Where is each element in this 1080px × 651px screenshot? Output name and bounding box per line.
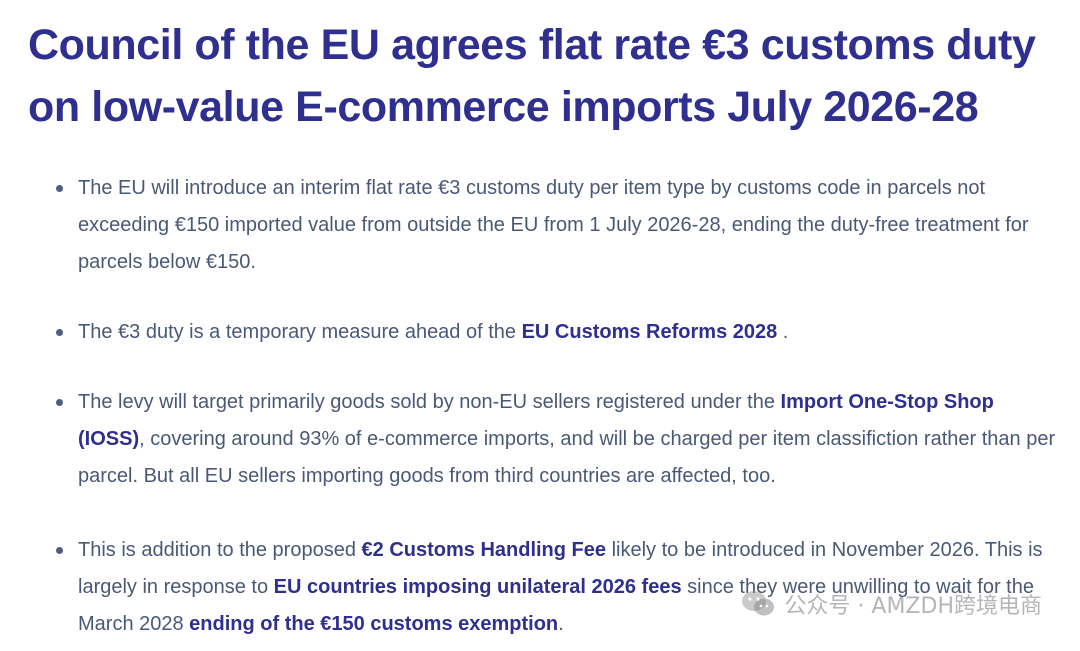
title-line-2: on low-value E-commerce imports July 202… [28,83,979,131]
eu-customs-reforms-link[interactable]: EU Customs Reforms 2028 [521,321,778,343]
list-item: This is addition to the proposed €2 Cust… [56,532,1056,643]
bullet-text: The €3 duty is a temporary measure ahead… [78,314,1056,351]
bullet-text-span: , covering around 93% of e-commerce impo… [78,428,1056,487]
bullet-text: The levy will target primarily goods sol… [78,384,1056,495]
ioss-link[interactable]: Import One-Stop Shop (IOSS) [78,391,994,450]
article-title: Council of the EU agrees flat rate €3 cu… [28,14,1068,138]
wechat-logo-icon [742,591,775,616]
bullet-text-span: The levy will target primarily goods sol… [78,391,781,413]
bullet-dot [56,547,63,554]
list-item: The EU will introduce an interim flat ra… [56,170,1056,281]
watermark-text: 公众号 · AMZDH跨境电商 [784,594,1042,619]
customs-exemption-link[interactable]: ending of the €150 customs exemption [189,613,559,635]
eu-countries-fees-link[interactable]: EU countries imposing unilateral 2026 fe… [273,576,682,598]
bullet-text-span: The EU will introduce an interim flat ra… [78,177,1029,273]
title-line-1: Council of the EU agrees flat rate €3 cu… [28,21,1036,69]
bullet-text-span: since they were unwilling to wait for th… [78,576,1034,635]
bullet-dot [56,185,63,192]
watermark: 公众号 · AMZDH跨境电商 [740,588,1042,620]
bullet-text-span: likely to be introduced in November 2026… [78,539,1043,598]
bullet-text-span: . [777,321,789,343]
bullet-text-span: . [558,613,564,635]
bullet-dot [56,399,63,406]
list-item: The €3 duty is a temporary measure ahead… [56,314,1056,351]
bullet-text: This is addition to the proposed €2 Cust… [78,532,1056,643]
bullet-text: The EU will introduce an interim flat ra… [78,170,1056,281]
customs-handling-fee-link[interactable]: €2 Customs Handling Fee [361,539,607,561]
bullet-dot [56,329,63,336]
bullet-text-span: The €3 duty is a temporary measure ahead… [78,321,522,343]
bullet-text-span: This is addition to the proposed [78,539,362,561]
list-item: The levy will target primarily goods sol… [56,384,1056,495]
